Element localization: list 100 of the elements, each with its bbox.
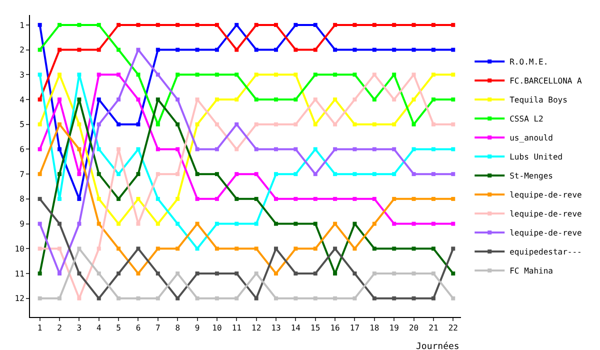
point <box>96 122 101 126</box>
x-tick-label: 13 <box>271 324 281 333</box>
point <box>156 246 160 251</box>
point <box>392 147 396 152</box>
point <box>431 246 436 251</box>
point <box>294 147 298 152</box>
point <box>156 122 160 126</box>
x-tick-label: 12 <box>252 324 262 333</box>
point <box>412 72 416 77</box>
point <box>294 196 298 201</box>
point <box>38 48 42 52</box>
point <box>254 172 258 176</box>
point <box>313 98 318 102</box>
point <box>254 222 258 226</box>
point <box>176 72 180 77</box>
point <box>116 48 121 52</box>
x-tick-label: 11 <box>232 324 242 333</box>
point <box>156 22 160 27</box>
point <box>274 272 278 276</box>
point <box>451 72 456 77</box>
point <box>234 22 239 27</box>
point <box>352 72 357 77</box>
x-tick-label: 8 <box>175 324 180 333</box>
point <box>451 222 456 226</box>
point <box>136 172 140 176</box>
point <box>372 296 376 300</box>
point <box>451 246 456 251</box>
point <box>234 48 239 52</box>
point <box>38 147 42 152</box>
point <box>195 48 200 52</box>
point <box>333 296 338 300</box>
point <box>372 272 376 276</box>
point <box>176 48 180 52</box>
point <box>392 98 396 102</box>
point <box>333 147 338 152</box>
point <box>412 222 416 226</box>
point <box>274 246 278 251</box>
y-tick-label: 12 <box>14 294 25 304</box>
x-tick-label: 14 <box>290 324 301 333</box>
point <box>96 22 101 27</box>
point <box>294 98 298 102</box>
point <box>451 196 456 201</box>
point <box>234 147 239 152</box>
point <box>431 222 436 226</box>
point <box>156 72 160 77</box>
point <box>234 172 239 176</box>
legend-label: lequipe-de-reve <box>510 190 582 200</box>
point <box>176 122 180 126</box>
point <box>372 72 376 77</box>
point <box>156 98 160 102</box>
point <box>58 72 62 77</box>
point <box>156 172 160 176</box>
y-tick-label: 10 <box>14 244 25 254</box>
point <box>333 196 338 201</box>
point <box>156 296 160 300</box>
point <box>58 147 62 152</box>
point <box>77 22 82 27</box>
point <box>254 147 258 152</box>
legend-label: FC Mahina <box>510 266 554 276</box>
point <box>176 98 180 102</box>
point <box>294 22 298 27</box>
point <box>116 246 121 251</box>
point <box>333 222 338 226</box>
point <box>136 98 140 102</box>
x-tick-label: 7 <box>156 324 161 333</box>
point <box>214 296 219 300</box>
point <box>451 272 456 276</box>
point <box>195 296 200 300</box>
point <box>77 98 82 102</box>
point <box>156 147 160 152</box>
point <box>38 98 42 102</box>
point <box>58 222 62 226</box>
point <box>136 222 140 226</box>
point <box>412 296 416 300</box>
point <box>333 122 338 126</box>
point <box>176 272 180 276</box>
legend-label: equipedestar--- <box>510 248 582 257</box>
point <box>254 272 258 276</box>
x-tick-label: 19 <box>389 324 400 333</box>
point <box>234 272 239 276</box>
point <box>195 272 200 276</box>
point <box>412 147 416 152</box>
y-tick-label: 5 <box>20 120 25 130</box>
point <box>372 246 376 251</box>
y-tick-label: 3 <box>20 70 25 80</box>
point <box>116 196 121 201</box>
x-tick-label: 20 <box>408 324 419 333</box>
point <box>116 172 121 176</box>
point <box>38 246 42 251</box>
point <box>214 222 219 226</box>
point <box>313 222 318 226</box>
x-axis-title: Journées <box>416 341 460 350</box>
point <box>392 272 396 276</box>
point <box>294 272 298 276</box>
point <box>77 122 82 126</box>
point <box>274 48 278 52</box>
point <box>392 172 396 176</box>
legend-label: us_anould <box>510 134 554 143</box>
point <box>195 196 200 201</box>
point <box>156 48 160 52</box>
